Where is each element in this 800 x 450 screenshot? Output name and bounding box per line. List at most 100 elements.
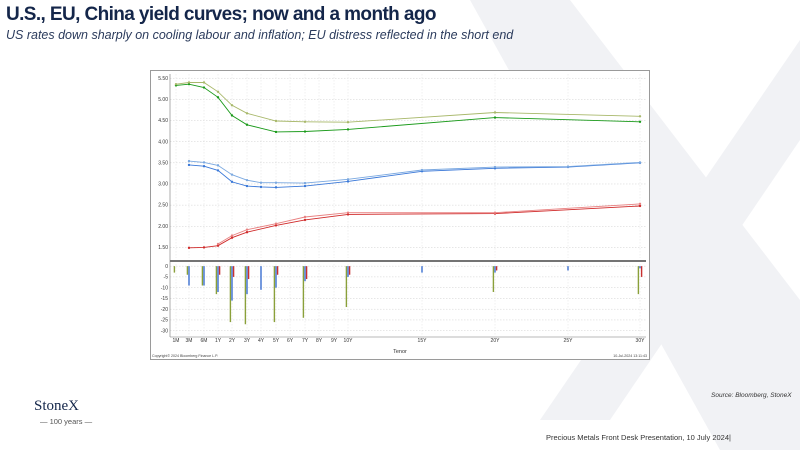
upper-y-tick-label-6: 4.50: [158, 118, 168, 124]
change-bar-C-1: [232, 266, 235, 277]
curve-4-point-0: [187, 246, 191, 250]
curve-1-point-10: [638, 115, 642, 118]
curve-3-point-0: [187, 159, 191, 163]
x-tick-label-6Y: 6Y: [287, 338, 294, 344]
stonex-logo: StoneX: [34, 398, 79, 414]
curve-3-point-11: [566, 165, 570, 168]
curve-line-4: [188, 205, 641, 249]
x-tick-label-10Y: 10Y: [344, 338, 354, 344]
upper-y-tick-label-8: 5.50: [158, 76, 168, 82]
lower-grid: [170, 264, 646, 335]
chart-axes: 1.50 2.00 2.50 3.00 3.50 4.00 4.50 5.00 5.50 0 -5 -…: [158, 74, 646, 344]
curve-1-point-8: [346, 121, 350, 124]
upper-y-tick-label-4: 3.50: [158, 160, 168, 166]
x-tick-label-15Y: 15Y: [418, 338, 428, 344]
x-tick-label-5Y: 5Y: [273, 338, 280, 344]
yield-curve-chart: 1.50 2.00 2.50 3.00 3.50 4.00 4.50 5.00 5.50 0 -5 -…: [150, 70, 650, 360]
lower-y-tick-label-6: -30: [161, 328, 168, 334]
curve-2-point-3: [230, 180, 234, 184]
x-tick-label-9Y: 9Y: [331, 338, 338, 344]
upper-y-tick-label-1: 2.00: [158, 224, 168, 230]
curve-0-point-5: [245, 123, 249, 126]
upper-panel-lines: [174, 81, 642, 250]
change-bar-B-2: [217, 266, 219, 292]
chart-border: [150, 70, 650, 360]
source-note: Source: Bloomberg, StoneX: [711, 392, 792, 399]
change-bar-B-8: [347, 266, 349, 277]
change-bar-A-4: [229, 266, 232, 323]
curve-0-point-10: [638, 120, 642, 123]
curve-4-point-5: [274, 224, 278, 227]
curve-1-point-3: [216, 90, 220, 93]
curve-5-point-2: [245, 228, 249, 231]
change-bar-B-10: [494, 266, 496, 273]
x-tick-label-4Y: 4Y: [258, 338, 265, 344]
lower-y-tick-label-2: -10: [161, 285, 168, 291]
curve-1-point-1: [187, 81, 191, 84]
upper-y-tick-label-5: 4.00: [158, 139, 168, 145]
curve-1-point-2: [202, 81, 206, 84]
logo-tagline: — 100 years —: [40, 417, 93, 426]
change-bar-A-2: [201, 266, 204, 286]
curve-1-point-0: [174, 82, 178, 86]
change-bar-C-5: [348, 266, 351, 275]
curve-3-point-2: [216, 164, 220, 167]
change-bar-B-12: [639, 266, 641, 269]
change-bar-C-4: [305, 266, 308, 280]
x-axis-title: Tenor: [393, 349, 407, 355]
curve-1-point-5: [245, 112, 249, 115]
curve-2-point-4: [245, 184, 249, 188]
curve-0-point-3: [216, 96, 220, 99]
curve-5-point-7: [638, 202, 642, 206]
change-bar-A-7: [302, 266, 305, 318]
change-bar-A-10: [637, 266, 640, 295]
curve-3-point-3: [230, 173, 234, 176]
curve-3-point-5: [259, 181, 263, 184]
curve-0-point-6: [274, 130, 278, 134]
lower-y-tick-label-0: 0: [165, 264, 168, 270]
upper-y-tick-label-0: 1.50: [158, 245, 168, 251]
curve-5-point-3: [274, 222, 278, 225]
x-tick-label-6M: 6M: [201, 338, 208, 344]
change-bar-B-1: [203, 266, 205, 286]
curve-0-point-8: [346, 128, 350, 131]
change-bar-A-8: [345, 266, 348, 308]
x-tick-label-2Y: 2Y: [229, 338, 236, 344]
x-tick-label-1M: 1M: [173, 338, 180, 344]
upper-y-tick-label-3: 3.00: [158, 182, 168, 188]
change-bar-A-9: [492, 266, 495, 292]
curve-4-point-4: [245, 230, 249, 234]
curve-5-point-4: [303, 215, 307, 219]
change-bar-B-9: [421, 266, 423, 273]
x-tick-label-7Y: 7Y: [302, 338, 309, 344]
lower-y-tick-label-4: -20: [161, 307, 168, 313]
lower-panel-bars: [173, 266, 643, 325]
curve-4-point-7: [346, 213, 350, 216]
change-bar-A-6: [273, 266, 276, 323]
curve-3-point-4: [245, 178, 249, 182]
curve-5-point-1: [230, 234, 234, 237]
change-bar-B-0: [188, 266, 190, 286]
curve-0-point-9: [493, 116, 497, 119]
upper-y-tick-label-7: 5.00: [158, 97, 168, 103]
change-bar-B-4: [246, 266, 248, 295]
curve-0-point-7: [303, 130, 307, 133]
curve-1-point-6: [274, 119, 278, 123]
curve-0-point-1: [187, 82, 191, 86]
change-bar-A-5: [244, 266, 247, 325]
chart-timestamp: 10-Jul-2024 13:11:43: [613, 354, 647, 358]
change-bar-C-2: [247, 266, 250, 280]
curve-3-point-9: [420, 168, 424, 172]
curve-3-point-10: [493, 165, 497, 169]
change-bar-C-7: [640, 266, 643, 277]
curve-3-point-1: [202, 161, 206, 164]
curve-1-point-9: [493, 111, 497, 114]
curve-4-point-9: [638, 204, 642, 208]
footer-text: Precious Metals Front Desk Presentation,…: [546, 433, 731, 442]
curve-5-point-6: [493, 211, 497, 214]
chart-svg: 1.50 2.00 2.50 3.00 3.50 4.00 4.50 5.00 5.50 0 -5 -…: [150, 70, 650, 360]
change-bar-C-3: [276, 266, 279, 275]
lower-y-tick-label-3: -15: [161, 296, 168, 302]
x-tick-label-30Y: 30Y: [636, 338, 646, 344]
page-subtitle: US rates down sharply on cooling labour …: [6, 28, 514, 42]
